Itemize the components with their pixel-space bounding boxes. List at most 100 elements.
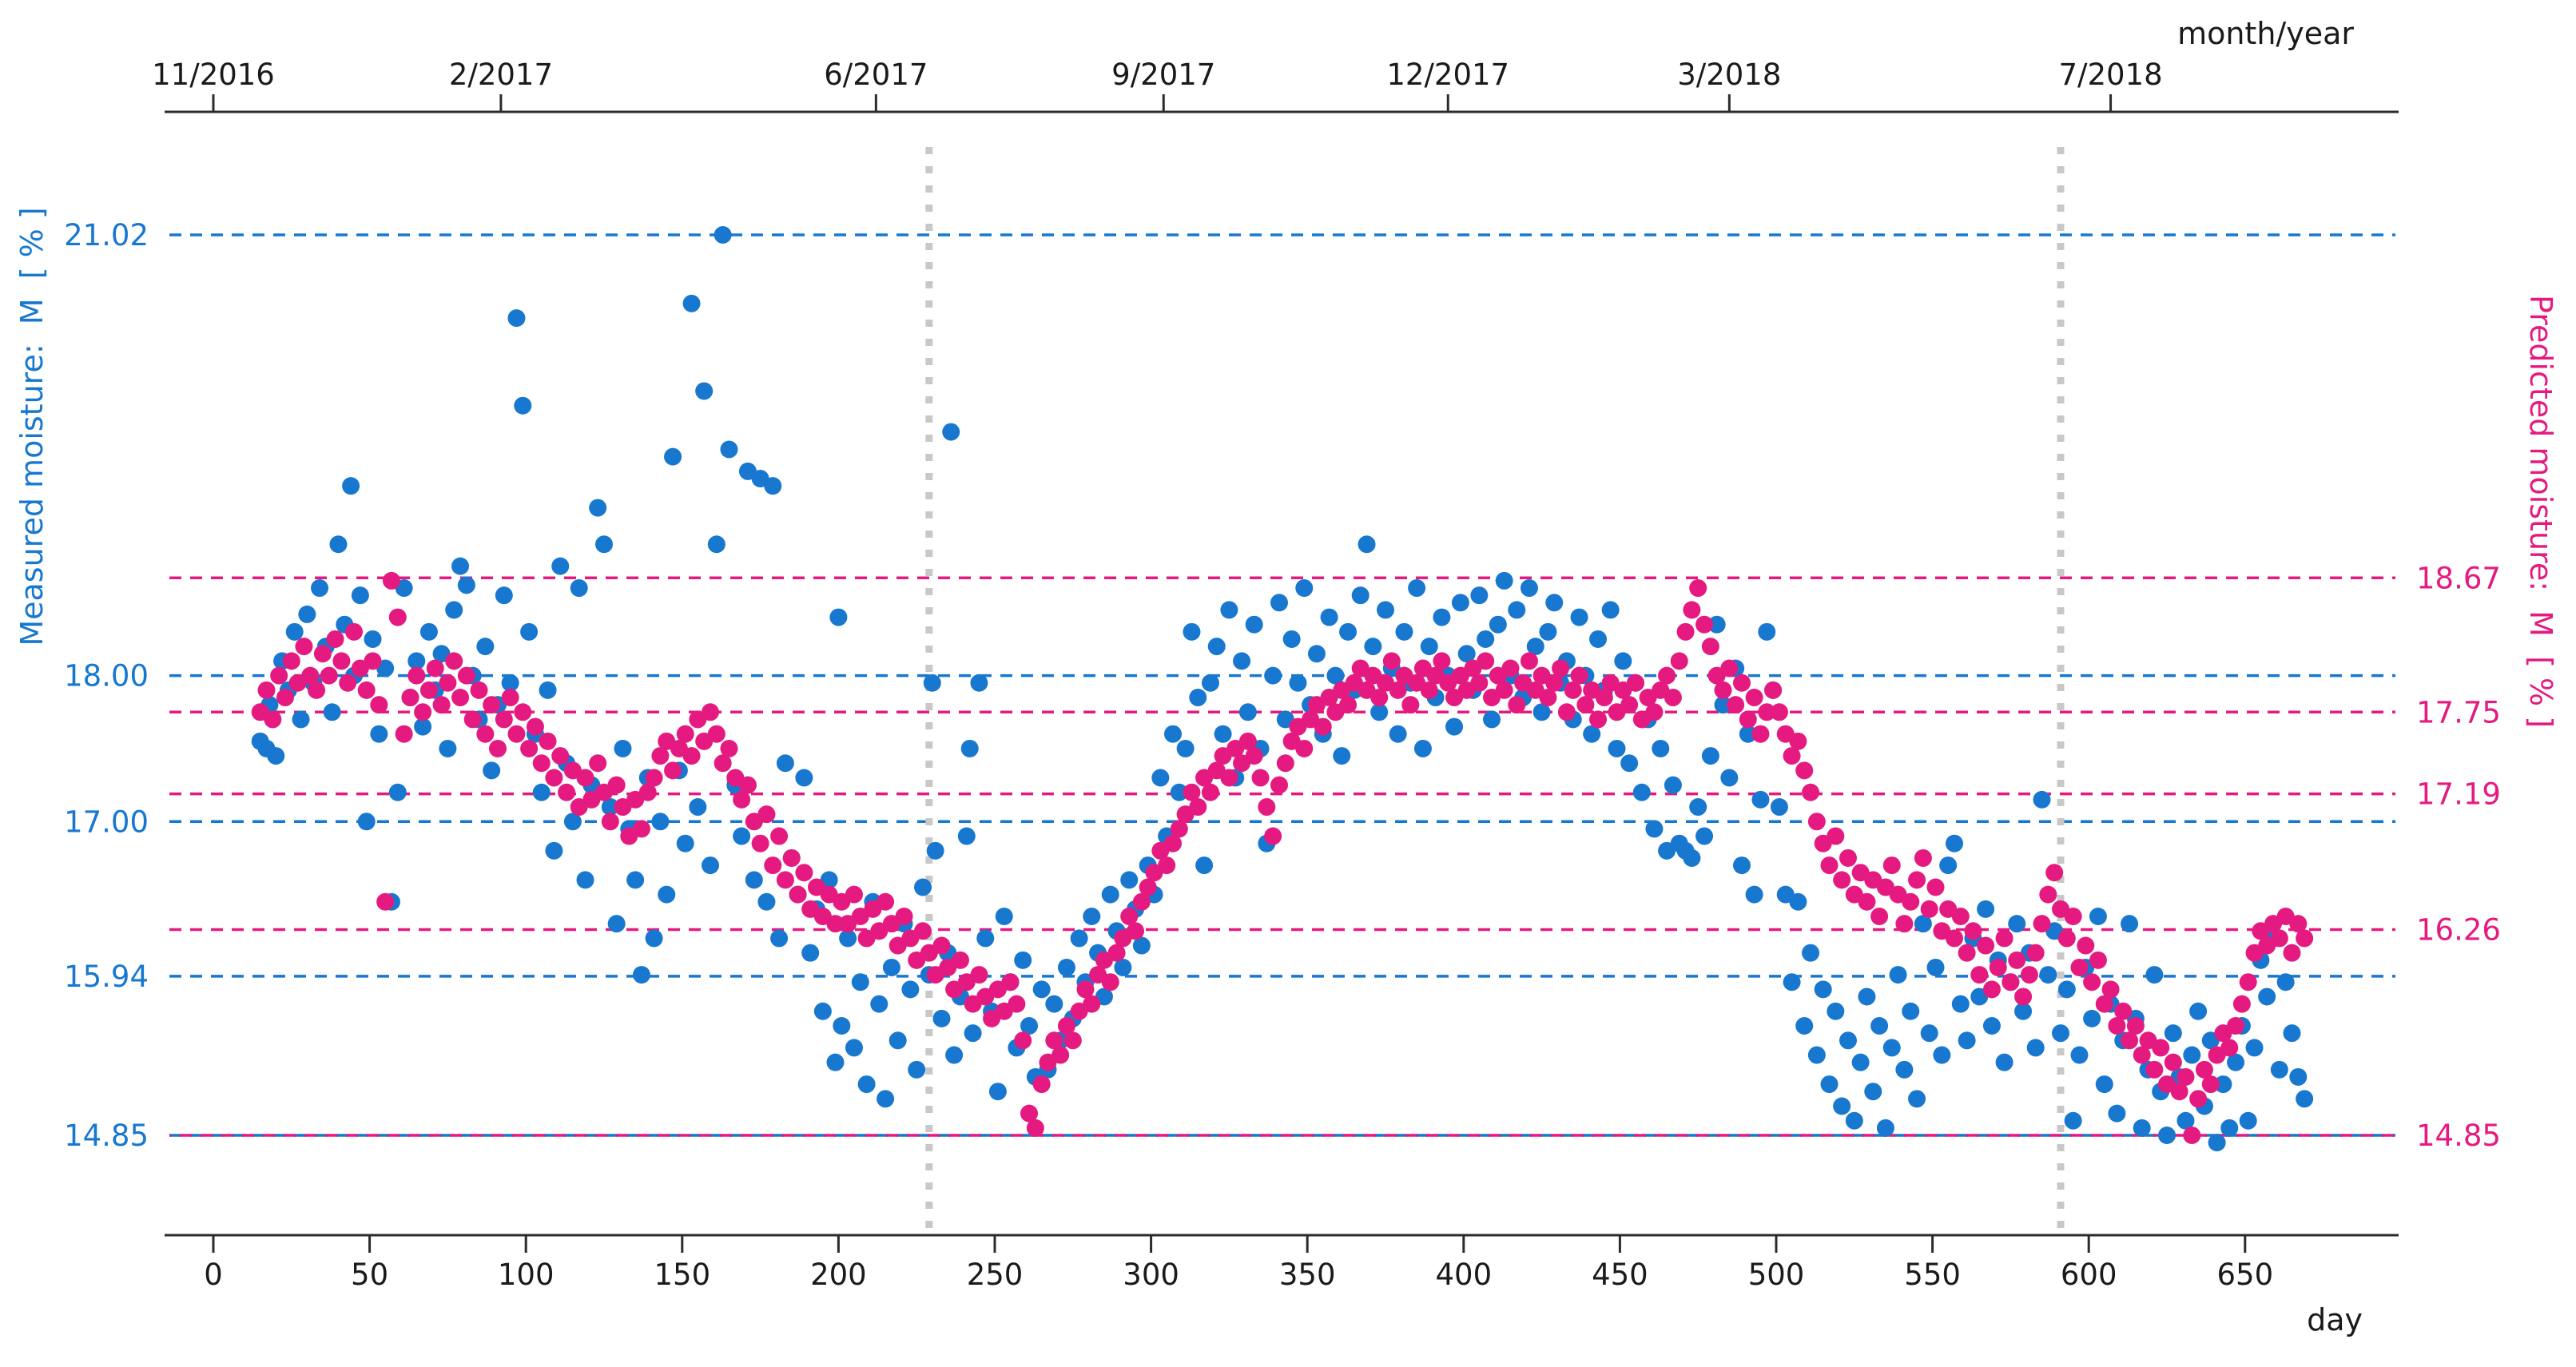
- predicted-data-point: [1995, 929, 2013, 948]
- predicted-data-point: [914, 922, 932, 940]
- predicted-data-point: [607, 776, 626, 794]
- predicted-data-point: [483, 696, 501, 714]
- measured-data-point: [2289, 1067, 2308, 1086]
- predicted-data-point: [501, 689, 519, 707]
- measured-data-point: [682, 294, 701, 312]
- predicted-data-point: [326, 630, 344, 648]
- predicted-data-point: [364, 652, 382, 670]
- measured-data-point: [976, 929, 995, 948]
- measured-data-point: [2057, 980, 2076, 999]
- measured-data-point: [626, 871, 645, 889]
- measured-data-point: [1489, 615, 1507, 634]
- measured-axis-tick-label: 17.00: [64, 805, 149, 839]
- measured-data-point: [342, 477, 360, 495]
- measured-data-point: [1664, 776, 1682, 794]
- measured-data-point: [292, 710, 310, 729]
- predicted-data-point: [1189, 798, 1207, 817]
- predicted-data-point: [1920, 900, 1938, 918]
- predicted-data-point: [651, 747, 670, 765]
- predicted-data-point: [2101, 980, 2120, 999]
- predicted-data-point: [520, 739, 539, 757]
- measured-data-point: [1201, 674, 1219, 692]
- predicted-data-point: [2064, 908, 2082, 926]
- measured-data-point: [501, 674, 519, 692]
- predicted-data-point: [1132, 892, 1151, 911]
- predicted-data-point: [707, 725, 725, 743]
- predicted-data-point: [1545, 674, 1564, 692]
- measured-data-point: [1751, 790, 1770, 809]
- predicted-data-point: [1720, 659, 1739, 678]
- measured-data-point: [614, 739, 632, 757]
- predicted-data-point: [1107, 944, 1126, 962]
- measured-data-point: [298, 605, 316, 623]
- measured-data-point: [2245, 1039, 2264, 1057]
- predicted-data-point: [551, 747, 570, 765]
- measured-data-point: [351, 586, 369, 605]
- measured-data-point: [1882, 1039, 1901, 1057]
- measured-data-point: [2014, 1002, 2033, 1020]
- measured-data-point: [1652, 739, 1670, 757]
- measured-data-point: [2183, 1046, 2201, 1064]
- measured-data-point: [1977, 900, 1995, 918]
- measured-data-point: [1858, 987, 1876, 1006]
- predicted-data-point: [1695, 615, 1714, 634]
- predicted-data-point: [1083, 995, 1101, 1013]
- measured-data-point: [795, 769, 813, 787]
- measured-data-point: [945, 1046, 964, 1064]
- predicted-data-point: [1951, 908, 1970, 926]
- measured-data-point: [1307, 645, 1326, 663]
- x-axis-tick-label: 600: [2061, 1258, 2117, 1292]
- measured-data-point: [2039, 966, 2057, 984]
- measured-data-point: [1802, 944, 1820, 962]
- predicted-data-point: [1001, 973, 1020, 991]
- measured-data-point: [645, 929, 663, 948]
- measured-axis-tick-label: 21.02: [64, 218, 149, 252]
- predicted-data-point: [2083, 973, 2101, 991]
- predicted-data-point: [1101, 973, 1119, 991]
- measured-data-point: [2283, 1024, 2301, 1043]
- measured-data-point: [1339, 622, 1358, 641]
- measured-data-point: [370, 725, 388, 743]
- measured-data-point: [2083, 1009, 2101, 1027]
- predicted-data-point: [1314, 717, 1332, 736]
- predicted-data-point: [2152, 1039, 2170, 1057]
- predicted-data-point: [270, 666, 288, 685]
- predicted-data-point: [733, 790, 751, 809]
- measured-data-point: [1238, 703, 1257, 721]
- left-axis-title: Measured moisture: M [ % ]: [14, 207, 50, 646]
- measured-data-point: [1220, 601, 1238, 619]
- predicted-data-point: [1433, 652, 1451, 670]
- x-axis-tick-label: 150: [654, 1258, 710, 1292]
- measured-data-point: [267, 747, 285, 765]
- predicted-data-point: [426, 659, 444, 678]
- measured-data-point: [676, 834, 694, 852]
- measured-data-point: [932, 1009, 951, 1027]
- predicted-data-point: [2201, 1075, 2220, 1094]
- measured-data-point: [1620, 754, 1639, 773]
- predicted-data-point: [1827, 827, 1845, 845]
- predicted-data-point: [757, 805, 776, 824]
- measured-data-point: [1451, 594, 1469, 612]
- predicted-data-point: [539, 732, 557, 750]
- measured-data-point: [1532, 703, 1551, 721]
- measured-data-point: [702, 856, 720, 875]
- measured-data-point: [1364, 638, 1382, 656]
- predicted-data-point: [1576, 696, 1595, 714]
- measured-data-point: [1151, 769, 1170, 787]
- measured-data-point: [1827, 1002, 1845, 1020]
- predicted-axis-tick-label: 17.19: [2416, 777, 2501, 812]
- measured-data-point: [364, 630, 382, 648]
- predicted-data-point: [1783, 747, 1801, 765]
- measured-data-point: [2026, 1039, 2045, 1057]
- measured-data-point: [1483, 710, 1501, 729]
- predicted-data-point: [1833, 871, 1851, 889]
- measured-data-point: [1333, 747, 1351, 765]
- predicted-data-point: [1201, 783, 1219, 801]
- measured-data-point: [1645, 820, 1664, 838]
- measured-data-point: [1320, 608, 1338, 626]
- measured-data-point: [923, 674, 941, 692]
- measured-data-point: [507, 309, 526, 328]
- predicted-data-point: [507, 725, 526, 743]
- predicted-data-point: [738, 776, 757, 794]
- predicted-data-point: [463, 710, 482, 729]
